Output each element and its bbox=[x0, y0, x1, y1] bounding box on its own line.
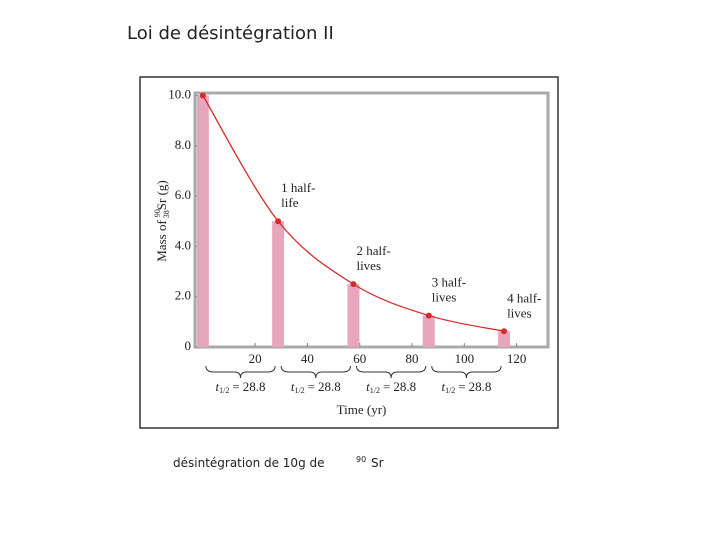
y-tick-label: 0 bbox=[185, 338, 192, 353]
bar bbox=[272, 221, 285, 347]
half-life-symbol: t bbox=[441, 379, 445, 394]
decay-curve bbox=[202, 95, 505, 332]
brace bbox=[205, 365, 276, 379]
half-life-equals: = bbox=[308, 379, 315, 394]
half-life-equals: = bbox=[232, 379, 239, 394]
data-point bbox=[199, 92, 206, 99]
annotation: 4 half- bbox=[507, 290, 541, 305]
y-tick-label: 4.0 bbox=[175, 237, 191, 252]
annotation: 2 half- bbox=[356, 243, 390, 258]
plot: 0 2.0 4.0 6.0 8.0 10.0 20 40 60 80 100 120 1 half-li… bbox=[153, 86, 542, 416]
half-life-subscript: 1/2 bbox=[219, 386, 229, 395]
y-tick-label: 8.0 bbox=[175, 137, 191, 152]
bar bbox=[196, 95, 209, 347]
y-tick-label: 6.0 bbox=[175, 187, 191, 202]
caption-element: Sr bbox=[371, 456, 384, 470]
brace bbox=[431, 365, 502, 379]
brace bbox=[280, 365, 351, 379]
x-tick-label: 100 bbox=[455, 351, 475, 366]
y-label-atomic-number: 38 bbox=[162, 210, 171, 218]
x-tick-label: 40 bbox=[301, 351, 314, 366]
annotation: lives bbox=[507, 305, 532, 320]
y-tick-label: 10.0 bbox=[168, 86, 191, 101]
bar bbox=[422, 315, 435, 347]
caption-text: désintégration de 10g de bbox=[173, 456, 325, 470]
half-life-symbol: t bbox=[216, 379, 220, 394]
annotation: lives bbox=[432, 290, 457, 305]
y-tick-label: 2.0 bbox=[175, 288, 191, 303]
half-life-subscript: 1/2 bbox=[445, 386, 455, 395]
y-label-mass-number: 90 bbox=[153, 209, 162, 217]
annotation: life bbox=[281, 195, 299, 210]
half-life-equals: = bbox=[383, 379, 390, 394]
annotation: lives bbox=[356, 258, 381, 273]
y-label-prefix: Mass of bbox=[154, 220, 169, 262]
half-life-label: t1/2 = 28.8 bbox=[291, 379, 341, 395]
half-life-label: t1/2 = 28.8 bbox=[366, 379, 416, 395]
half-life-value: 28.8 bbox=[393, 379, 416, 394]
bar bbox=[498, 331, 511, 347]
half-life-subscript: 1/2 bbox=[370, 386, 380, 395]
annotation: 1 half- bbox=[281, 180, 315, 195]
caption-mass-number: 90 bbox=[356, 455, 366, 464]
y-label-suffix: Sr (g) bbox=[154, 180, 169, 210]
x-tick-label: 80 bbox=[406, 351, 419, 366]
half-life-equals: = bbox=[458, 379, 465, 394]
data-point bbox=[425, 312, 432, 319]
plot-area bbox=[193, 91, 550, 349]
half-life-value: 28.8 bbox=[318, 379, 341, 394]
x-tick-label: 60 bbox=[353, 351, 366, 366]
slide-title: Loi de désintégration II bbox=[127, 23, 334, 44]
y-axis-label: Mass of 9038Sr (g) bbox=[153, 180, 171, 262]
half-life-label: t1/2 = 28.8 bbox=[441, 379, 491, 395]
caption: désintégration de 10g de 90 Sr bbox=[173, 452, 384, 470]
x-tick-label: 120 bbox=[507, 351, 527, 366]
half-life-subscript: 1/2 bbox=[294, 386, 304, 395]
annotation: 3 half- bbox=[432, 275, 466, 290]
x-tick-label: 20 bbox=[249, 351, 262, 366]
half-life-symbol: t bbox=[366, 379, 370, 394]
brace bbox=[355, 365, 427, 379]
half-life-value: 28.8 bbox=[243, 379, 266, 394]
data-point bbox=[501, 328, 508, 335]
data-point bbox=[275, 218, 282, 225]
half-life-value: 28.8 bbox=[469, 379, 492, 394]
x-axis-label: Time (yr) bbox=[337, 402, 387, 417]
half-life-label: t1/2 = 28.8 bbox=[216, 379, 266, 395]
bar bbox=[347, 284, 360, 347]
data-point bbox=[350, 281, 357, 288]
half-life-symbol: t bbox=[291, 379, 295, 394]
